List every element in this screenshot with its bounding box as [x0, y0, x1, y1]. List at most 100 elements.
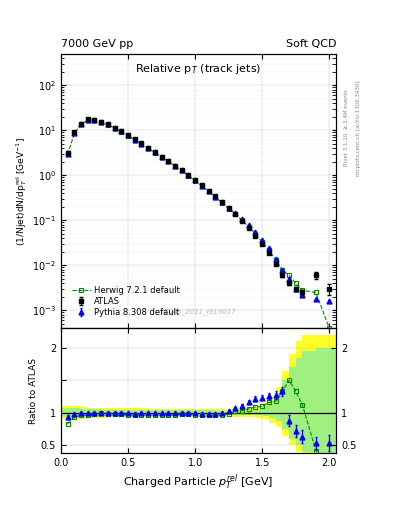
Herwig 7.2.1 default	[220, 200, 224, 206]
Bar	[296, 342, 303, 452]
Bar	[108, 408, 115, 417]
Bar	[74, 407, 81, 419]
Bar	[195, 409, 202, 417]
Bar	[162, 409, 168, 417]
X-axis label: Charged Particle $p_T^{rel}$ [GeV]: Charged Particle $p_T^{rel}$ [GeV]	[123, 472, 274, 492]
Bar	[282, 371, 289, 436]
Herwig 7.2.1 default	[266, 247, 271, 253]
Bar	[148, 409, 155, 417]
Bar	[135, 408, 141, 417]
Bar	[303, 351, 316, 452]
Herwig 7.2.1 default	[112, 125, 117, 131]
Bar	[188, 409, 195, 417]
Herwig 7.2.1 default	[146, 145, 151, 151]
Text: Relative p$_T$ (track jets): Relative p$_T$ (track jets)	[135, 62, 262, 76]
Bar	[141, 410, 148, 416]
Herwig 7.2.1 default	[246, 224, 251, 230]
Bar	[115, 408, 121, 417]
Bar	[202, 410, 209, 415]
Herwig 7.2.1 default	[253, 231, 258, 237]
Bar	[135, 410, 141, 416]
Bar	[88, 408, 94, 418]
Text: Soft QCD: Soft QCD	[286, 38, 336, 49]
Bar	[195, 410, 202, 415]
Bar	[121, 410, 128, 416]
Bar	[316, 348, 336, 458]
Legend: Herwig 7.2.1 default, ATLAS, Pythia 8.308 default: Herwig 7.2.1 default, ATLAS, Pythia 8.30…	[71, 284, 182, 318]
Bar	[141, 408, 148, 417]
Text: ATLAS_2011_I919017: ATLAS_2011_I919017	[161, 308, 236, 314]
Bar	[249, 410, 255, 415]
Bar	[81, 407, 88, 419]
Herwig 7.2.1 default	[273, 257, 278, 263]
Bar	[168, 410, 175, 415]
Bar	[115, 410, 121, 416]
Herwig 7.2.1 default	[206, 188, 211, 195]
Bar	[61, 407, 68, 419]
Bar	[262, 407, 269, 416]
Bar	[175, 409, 182, 417]
Herwig 7.2.1 default	[186, 173, 191, 179]
Bar	[108, 410, 115, 416]
Herwig 7.2.1 default	[200, 183, 204, 189]
Bar	[68, 408, 74, 417]
Bar	[182, 410, 188, 415]
Bar	[94, 408, 101, 418]
Herwig 7.2.1 default	[233, 210, 238, 217]
Herwig 7.2.1 default	[132, 137, 137, 143]
Bar	[275, 393, 282, 421]
Bar	[296, 357, 303, 445]
Bar	[128, 408, 135, 417]
Bar	[316, 335, 336, 472]
Herwig 7.2.1 default	[126, 133, 130, 139]
Bar	[262, 403, 269, 419]
Herwig 7.2.1 default	[226, 205, 231, 211]
Herwig 7.2.1 default	[300, 287, 305, 293]
Bar	[249, 408, 255, 417]
Herwig 7.2.1 default	[139, 141, 144, 147]
Text: 7000 GeV pp: 7000 GeV pp	[61, 38, 133, 49]
Herwig 7.2.1 default	[314, 289, 318, 295]
Line: Herwig 7.2.1 default: Herwig 7.2.1 default	[65, 117, 332, 331]
Herwig 7.2.1 default	[79, 121, 83, 127]
Herwig 7.2.1 default	[179, 167, 184, 174]
Bar	[148, 410, 155, 415]
Bar	[222, 411, 229, 415]
Bar	[81, 409, 88, 417]
Bar	[68, 407, 74, 419]
Herwig 7.2.1 default	[159, 154, 164, 160]
Bar	[275, 387, 282, 427]
Bar	[74, 408, 81, 417]
Bar	[289, 367, 296, 439]
Bar	[269, 397, 275, 422]
Herwig 7.2.1 default	[119, 129, 124, 135]
Bar	[303, 335, 316, 465]
Bar	[155, 410, 162, 415]
Herwig 7.2.1 default	[72, 131, 77, 137]
Herwig 7.2.1 default	[65, 152, 70, 158]
Bar	[175, 410, 182, 415]
Bar	[229, 411, 235, 415]
Bar	[101, 408, 108, 418]
Y-axis label: (1/Njet)dN/dp$_T^{\rm rel}$ [GeV$^{-1}$]: (1/Njet)dN/dp$_T^{\rm rel}$ [GeV$^{-1}$]	[15, 137, 29, 246]
Bar	[202, 409, 209, 417]
Bar	[235, 409, 242, 417]
Bar	[255, 409, 262, 415]
Text: Rivet 3.1.10, ≥ 3.4M events: Rivet 3.1.10, ≥ 3.4M events	[344, 90, 349, 166]
Bar	[155, 409, 162, 417]
Herwig 7.2.1 default	[173, 163, 177, 169]
Herwig 7.2.1 default	[240, 217, 244, 223]
Bar	[168, 409, 175, 417]
Bar	[242, 411, 249, 415]
Bar	[188, 410, 195, 415]
Bar	[88, 409, 94, 417]
Bar	[215, 409, 222, 417]
Bar	[101, 410, 108, 416]
Bar	[269, 401, 275, 418]
Y-axis label: Ratio to ATLAS: Ratio to ATLAS	[29, 358, 38, 424]
Bar	[255, 407, 262, 418]
Herwig 7.2.1 default	[280, 267, 285, 273]
Herwig 7.2.1 default	[152, 150, 157, 156]
Bar	[215, 411, 222, 415]
Herwig 7.2.1 default	[260, 239, 264, 245]
